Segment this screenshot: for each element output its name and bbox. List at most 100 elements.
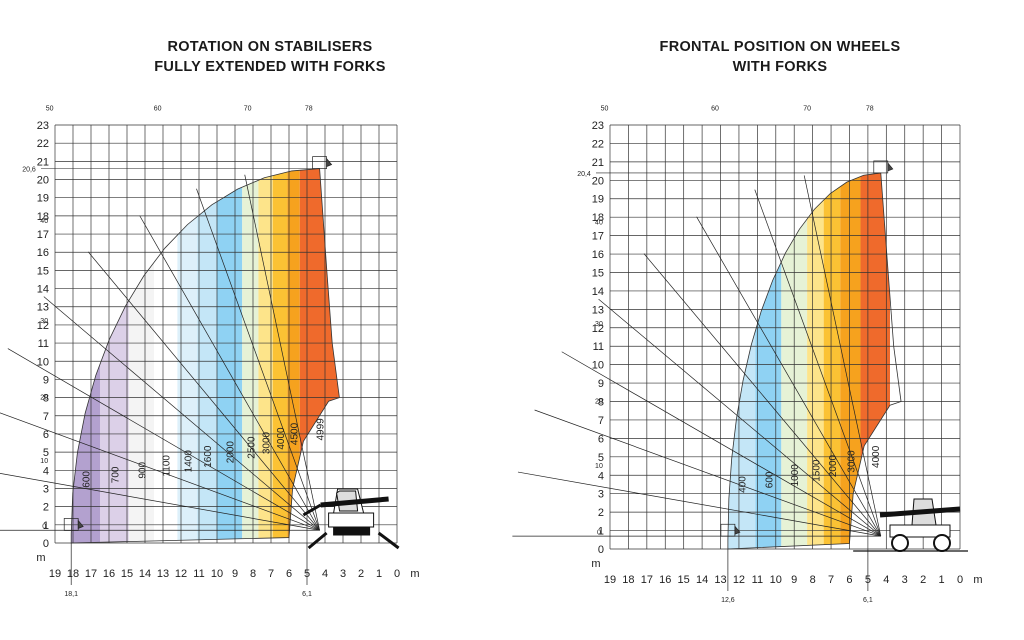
right-boom-angle-line-40 — [598, 298, 882, 537]
left-y-tick-12: 12 — [37, 320, 49, 332]
right-load-band-1500 — [807, 172, 824, 550]
left-x-tick-0: 0 — [394, 568, 400, 580]
right-x-tick-9: 9 — [791, 574, 797, 586]
left-boom-angle-line-10 — [0, 473, 320, 531]
left-angle-label-40: 40 — [40, 218, 48, 225]
left-y-tick-9: 9 — [43, 374, 49, 386]
left-fork-icon-top — [312, 156, 333, 169]
right-load-label-3000: 3000 — [846, 450, 857, 473]
right-angle-label-0: 0 — [597, 529, 601, 536]
right-grid — [609, 124, 961, 550]
right-y-tick-17: 17 — [592, 231, 604, 243]
right-max-reach-label: 12,6 — [721, 597, 735, 604]
left-y-tick-7: 7 — [43, 411, 49, 423]
left-y-tick-20: 20 — [37, 175, 49, 187]
right-x-tick-10: 10 — [770, 574, 782, 586]
right-x-tick-12: 12 — [733, 574, 745, 586]
right-y-tick-23: 23 — [592, 120, 604, 132]
left-max-height-label: 20,6 — [22, 167, 36, 174]
left-chart-title: ROTATION ON STABILISERS FULLY EXTENDED W… — [40, 37, 500, 77]
left-x-tick-16: 16 — [103, 568, 115, 580]
left-load-band-4000 — [272, 168, 288, 544]
left-y-tick-5: 5 — [43, 447, 49, 459]
left-x-tick-4: 4 — [322, 568, 328, 580]
left-load-label-600: 600 — [82, 471, 93, 488]
right-x-tick-2: 2 — [920, 574, 926, 586]
right-x-tick-1: 1 — [939, 574, 945, 586]
left-x-tick-19: 19 — [49, 568, 61, 580]
right-angle-label-78: 78 — [866, 105, 874, 112]
right-load-label-4000: 4000 — [871, 445, 882, 468]
left-x-tick-3: 3 — [340, 568, 346, 580]
right-x-tick-11: 11 — [752, 574, 763, 586]
right-y-tick-5: 5 — [598, 452, 604, 464]
right-fork-icon-far — [720, 523, 741, 537]
right-y-tick-2: 2 — [598, 507, 604, 519]
right-x-tick-3: 3 — [902, 574, 908, 586]
left-y-tick-17: 17 — [37, 229, 49, 241]
left-x-tick-13: 13 — [157, 568, 169, 580]
right-envelope — [727, 172, 902, 550]
right-x-tick-8: 8 — [810, 574, 816, 586]
right-boom-angle-line-50 — [643, 253, 882, 537]
left-x-tick-8: 8 — [250, 568, 256, 580]
right-angle-label-20: 20 — [595, 398, 603, 405]
left-y-tick-0: 0 — [43, 538, 49, 550]
right-x-tick-13: 13 — [714, 574, 726, 586]
right-load-label-1000: 1000 — [790, 464, 801, 487]
right-angle-label-60: 60 — [711, 105, 719, 112]
left-y-tick-18: 18 — [37, 211, 49, 223]
right-y-tick-22: 22 — [592, 138, 604, 150]
left-angle-label-60: 60 — [154, 105, 162, 112]
left-load-band-3000 — [258, 168, 273, 544]
right-x-tick-7: 7 — [828, 574, 834, 586]
right-x-tick-19: 19 — [604, 574, 616, 586]
right-y-unit: m — [591, 558, 600, 570]
left-envelope — [70, 168, 340, 544]
left-y-tick-8: 8 — [43, 393, 49, 405]
right-y-tick-14: 14 — [592, 286, 604, 298]
left-y-tick-15: 15 — [37, 265, 49, 277]
right-boom-angle-line-78 — [803, 175, 882, 537]
left-load-label-700: 700 — [110, 466, 121, 483]
left-y-tick-2: 2 — [43, 502, 49, 514]
right-boom-angle-line-20 — [534, 409, 881, 537]
right-y-tick-18: 18 — [592, 212, 604, 224]
left-title-line2: FULLY EXTENDED WITH FORKS — [154, 59, 386, 75]
left-x-tick-15: 15 — [121, 568, 133, 580]
right-x-tick-17: 17 — [641, 574, 653, 586]
left-angle-label-0: 0 — [42, 523, 46, 530]
left-y-tick-13: 13 — [37, 302, 49, 314]
left-load-band-1100 — [154, 168, 178, 544]
right-boom-angle-line-10 — [517, 471, 881, 537]
right-y-tick-11: 11 — [593, 341, 604, 353]
right-y-tick-20: 20 — [592, 175, 604, 187]
left-y-tick-22: 22 — [37, 138, 49, 150]
right-load-label-400: 400 — [738, 476, 749, 493]
right-y-tick-3: 3 — [598, 489, 604, 501]
left-load-label-4500: 4500 — [290, 422, 301, 445]
left-x-tick-1: 1 — [376, 568, 382, 580]
left-boom-angle-line-70 — [196, 188, 320, 531]
right-y-tick-19: 19 — [592, 194, 604, 206]
right-fork-icon-top — [873, 160, 894, 174]
left-x-tick-10: 10 — [211, 568, 223, 580]
right-angle-label-10: 10 — [595, 463, 603, 470]
left-load-band-1400 — [177, 168, 198, 544]
left-boom-angle-line-40 — [43, 296, 320, 531]
right-y-tick-13: 13 — [592, 304, 604, 316]
right-boom-angle-line-70 — [754, 189, 882, 537]
left-y-tick-21: 21 — [37, 156, 49, 168]
left-boom-angle-line-50 — [87, 251, 320, 531]
left-load-band-1600 — [197, 168, 217, 544]
left-angle-label-50: 50 — [46, 105, 54, 112]
right-y-tick-21: 21 — [592, 157, 604, 169]
left-load-label-1400: 1400 — [183, 450, 194, 473]
left-machine-icon — [302, 488, 400, 550]
left-y-tick-16: 16 — [37, 247, 49, 259]
left-load-band-4999 — [299, 168, 340, 544]
left-angle-label-30: 30 — [40, 318, 48, 325]
left-load-band-900 — [128, 168, 154, 544]
